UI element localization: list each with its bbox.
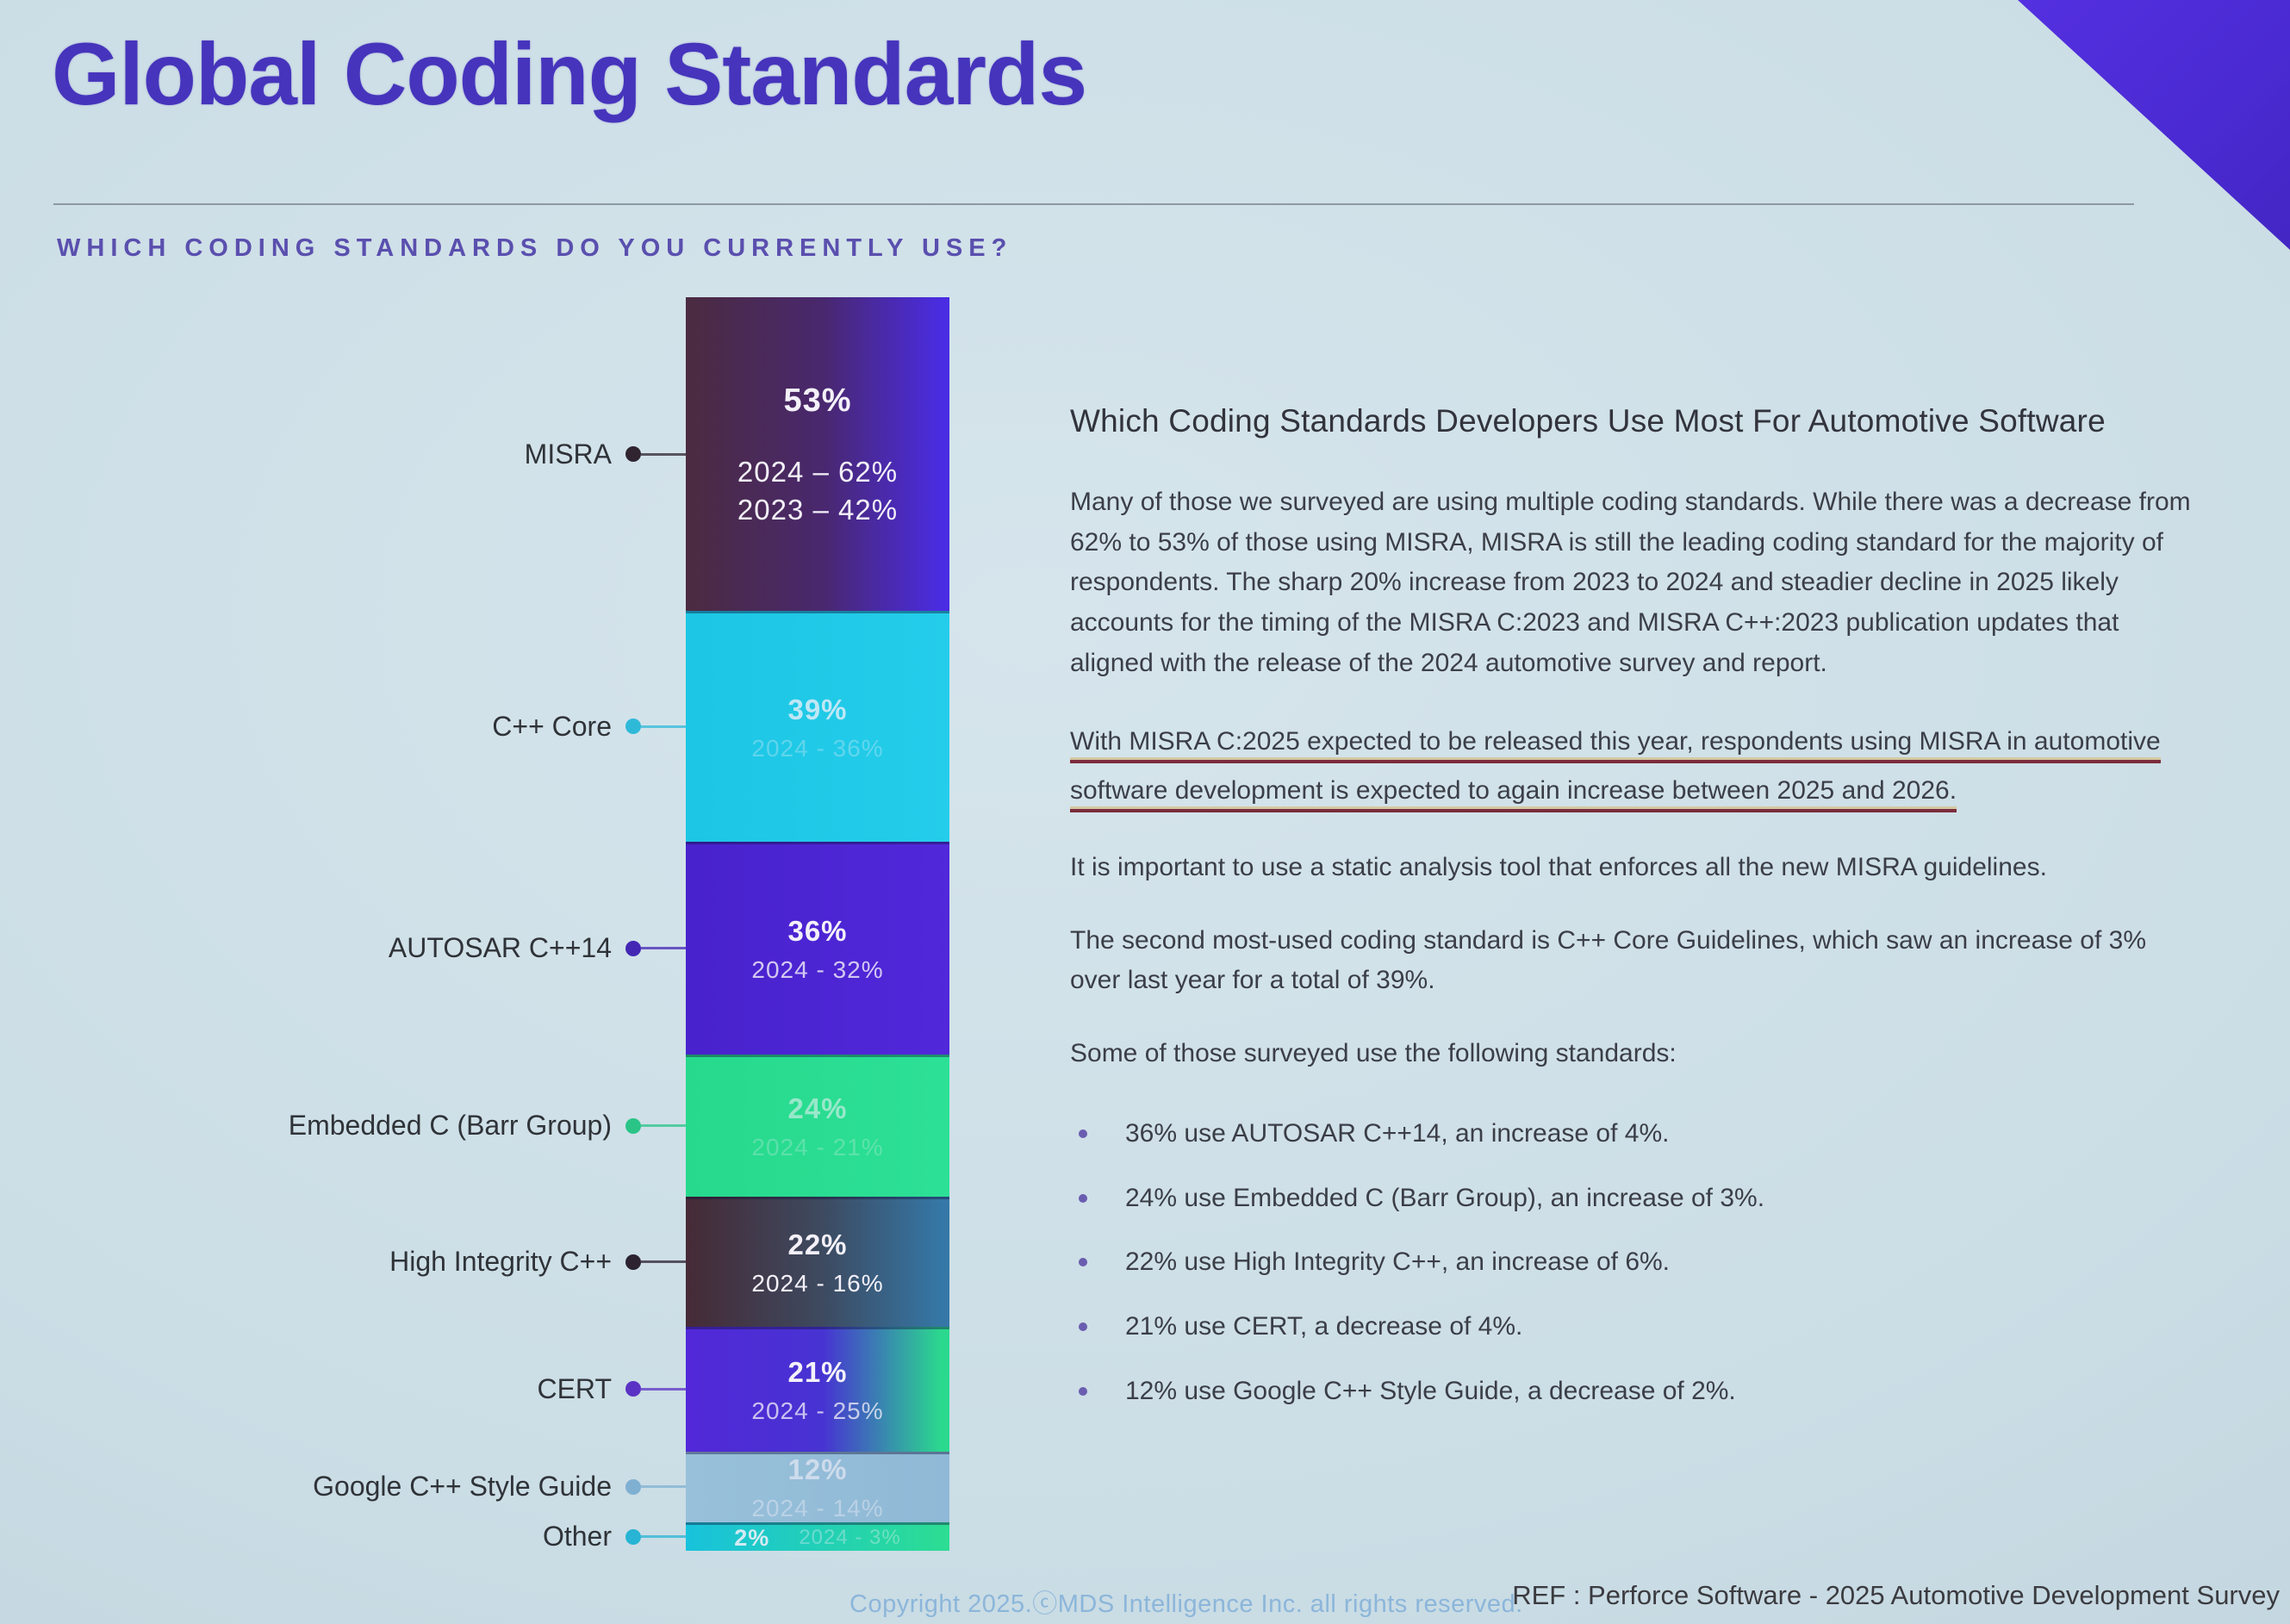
category-label-cell: C++ Core bbox=[53, 611, 686, 842]
corner-triangle-decoration bbox=[2018, 0, 2290, 250]
segment-value: 21% bbox=[787, 1355, 848, 1388]
category-label-misra: MISRA bbox=[524, 438, 612, 470]
category-label-google-style: Google C++ Style Guide bbox=[313, 1471, 612, 1503]
footer-reference: REF : Perforce Software - 2025 Automotiv… bbox=[1512, 1580, 2280, 1610]
bullet-icon bbox=[1079, 1387, 1087, 1397]
segment-value: 53% bbox=[783, 382, 852, 419]
category-connector-line bbox=[641, 1124, 686, 1128]
category-dot-icon bbox=[625, 1528, 641, 1545]
chart-row-google-style: Google C++ Style Guide 12% 2024 - 14% bbox=[53, 1451, 949, 1522]
segment-history-2024: 2024 - 3% bbox=[799, 1526, 901, 1549]
chart-row-autosar: AUTOSAR C++14 36% 2024 - 32% bbox=[53, 842, 949, 1055]
category-dot-icon bbox=[625, 1478, 641, 1495]
category-label-cell: MISRA bbox=[53, 297, 686, 611]
segment-history-2024: 2024 – 62% bbox=[737, 455, 899, 488]
bar-segment-cpp-core: 39% 2024 - 36% bbox=[686, 611, 949, 842]
segment-value: 39% bbox=[787, 693, 848, 725]
category-label-autosar: AUTOSAR C++14 bbox=[388, 932, 612, 964]
bar-segment-other: 2% 2024 - 3% bbox=[686, 1522, 949, 1551]
category-label-embedded-c: Embedded C (Barr Group) bbox=[288, 1110, 612, 1142]
category-label-cell: Embedded C (Barr Group) bbox=[53, 1055, 686, 1197]
chart-row-high-integrity: High Integrity C++ 22% 2024 - 16% bbox=[53, 1197, 949, 1328]
footer-copyright: Copyright 2025.ⓒMDS Intelligence Inc. al… bbox=[849, 1590, 1523, 1618]
segment-history-2024: 2024 - 36% bbox=[751, 734, 884, 762]
commentary-column: Which Coding Standards Developers Use Mo… bbox=[1070, 396, 2199, 1436]
category-label-cert: CERT bbox=[537, 1372, 612, 1404]
bullet-item: 12% use Google C++ Style Guide, a decrea… bbox=[1070, 1372, 2199, 1412]
category-connector-line bbox=[641, 947, 686, 950]
chart-question-subtitle: WHICH CODING STANDARDS DO YOU CURRENTLY … bbox=[57, 234, 1013, 262]
page-title: Global Coding Standards bbox=[52, 25, 1087, 123]
category-connector-line bbox=[641, 1387, 686, 1391]
bullet-item: 24% use Embedded C (Barr Group), an incr… bbox=[1070, 1179, 2199, 1219]
category-dot-icon bbox=[625, 446, 641, 463]
commentary-paragraph-2: It is important to use a static analysis… bbox=[1070, 852, 2047, 881]
bullet-list: 36% use AUTOSAR C++14, an increase of 4%… bbox=[1070, 1114, 2199, 1412]
commentary-bullets-intro: Some of those surveyed use the following… bbox=[1070, 1039, 1677, 1068]
bullet-item: 36% use AUTOSAR C++14, an increase of 4%… bbox=[1070, 1114, 2199, 1154]
category-label-cell: AUTOSAR C++14 bbox=[53, 842, 686, 1055]
category-label-cell: CERT bbox=[53, 1327, 686, 1451]
segment-value: 36% bbox=[787, 915, 848, 948]
segment-history-2024: 2024 - 16% bbox=[751, 1270, 884, 1297]
category-connector-line bbox=[641, 1485, 686, 1489]
chart-row-misra: MISRA 53% 2024 – 62% 2023 – 42% bbox=[53, 297, 949, 612]
category-connector-line bbox=[641, 725, 686, 728]
category-connector-line bbox=[641, 452, 686, 456]
stacked-bar-chart: MISRA 53% 2024 – 62% 2023 – 42% C++ Core… bbox=[53, 297, 949, 1552]
underlined-text: With MISRA C:2025 expected to be release… bbox=[1070, 726, 2161, 812]
bullet-text: 22% use High Integrity C++, an increase … bbox=[1125, 1248, 1671, 1277]
segment-history-2024: 2024 - 14% bbox=[751, 1495, 884, 1522]
chart-row-cpp-core: C++ Core 39% 2024 - 36% bbox=[53, 611, 949, 842]
category-label-cell: High Integrity C++ bbox=[53, 1197, 686, 1327]
bullet-item: 22% use High Integrity C++, an increase … bbox=[1070, 1242, 2199, 1283]
segment-value: 12% bbox=[787, 1453, 848, 1486]
bullet-text: 12% use Google C++ Style Guide, a decrea… bbox=[1125, 1377, 1736, 1406]
bar-segment-autosar: 36% 2024 - 32% bbox=[686, 842, 949, 1055]
chart-row-embedded-c: Embedded C (Barr Group) 24% 2024 - 21% bbox=[53, 1055, 949, 1198]
category-dot-icon bbox=[625, 1254, 641, 1270]
category-dot-icon bbox=[625, 719, 641, 735]
bullet-text: 36% use AUTOSAR C++14, an increase of 4%… bbox=[1125, 1118, 1670, 1148]
segment-history-2024: 2024 - 32% bbox=[751, 956, 884, 984]
bullet-icon bbox=[1079, 1193, 1087, 1203]
category-dot-icon bbox=[625, 940, 641, 956]
bullet-text: 21% use CERT, a decrease of 4%. bbox=[1125, 1312, 1523, 1341]
commentary-heading: Which Coding Standards Developers Use Mo… bbox=[1070, 403, 2106, 439]
category-dot-icon bbox=[625, 1117, 641, 1134]
commentary-underlined-note: With MISRA C:2025 expected to be release… bbox=[1070, 717, 2199, 815]
commentary-paragraph-1: Many of those we surveyed are using mult… bbox=[1070, 487, 2191, 677]
category-label-other: Other bbox=[542, 1521, 612, 1552]
category-connector-line bbox=[641, 1535, 686, 1538]
category-label-cpp-core: C++ Core bbox=[492, 710, 612, 742]
segment-history-2024: 2024 - 25% bbox=[751, 1397, 884, 1424]
category-label-cell: Other bbox=[53, 1521, 686, 1552]
bar-segment-google-style: 12% 2024 - 14% bbox=[686, 1451, 949, 1522]
segment-value: 24% bbox=[787, 1092, 848, 1125]
bar-segment-misra: 53% 2024 – 62% 2023 – 42% bbox=[686, 297, 949, 612]
category-label-cell: Google C++ Style Guide bbox=[53, 1452, 686, 1522]
header-divider bbox=[53, 203, 2134, 205]
segment-history-2023: 2023 – 42% bbox=[737, 493, 899, 526]
bullet-icon bbox=[1079, 1322, 1087, 1332]
segment-value: 22% bbox=[787, 1229, 848, 1261]
chart-row-other: Other 2% 2024 - 3% bbox=[53, 1521, 949, 1552]
segment-value: 2% bbox=[734, 1524, 770, 1551]
category-connector-line bbox=[641, 1260, 686, 1264]
bullet-text: 24% use Embedded C (Barr Group), an incr… bbox=[1125, 1183, 1765, 1212]
category-dot-icon bbox=[625, 1381, 641, 1397]
bar-segment-high-integrity: 22% 2024 - 16% bbox=[686, 1197, 949, 1328]
segment-history-2024: 2024 - 21% bbox=[751, 1134, 884, 1161]
bullet-item: 21% use CERT, a decrease of 4%. bbox=[1070, 1307, 2199, 1347]
chart-row-cert: CERT 21% 2024 - 25% bbox=[53, 1327, 949, 1452]
bar-segment-cert: 21% 2024 - 25% bbox=[686, 1327, 949, 1452]
bar-segment-embedded-c: 24% 2024 - 21% bbox=[686, 1055, 949, 1198]
bullet-icon bbox=[1079, 1129, 1087, 1138]
bullet-icon bbox=[1079, 1258, 1087, 1267]
commentary-paragraph-3: The second most-used coding standard is … bbox=[1070, 925, 2146, 995]
category-label-high-integrity: High Integrity C++ bbox=[389, 1246, 612, 1278]
